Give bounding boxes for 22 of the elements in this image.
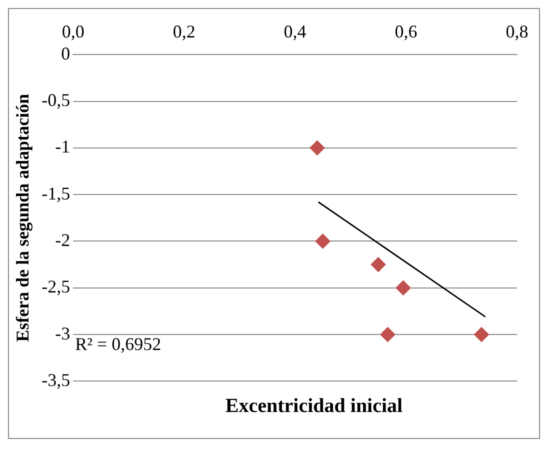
point [396,280,411,296]
x-tick-label: 0,4 [284,22,306,42]
y-tick-label: -0,5 [42,90,70,110]
point [315,234,330,249]
y-axis-title: Esfera de la segunda adaptación [12,94,32,342]
x-axis-title: Excentricidad inicial [224,395,404,418]
y-tick-label: -2,5 [42,276,70,297]
y-tick-label: -1,5 [42,183,70,204]
x-tick-label: 0,0 [62,22,84,42]
y-tick-label: -2 [55,230,70,250]
annotation: R² = 0,6952 [75,334,162,354]
y-tick-label: -3,5 [42,370,70,390]
point [380,327,396,342]
x-tick-label: 0,6 [394,22,418,42]
point [370,257,386,272]
y-tick-label: -3 [55,323,70,344]
point [310,140,325,156]
y-tick-label: 0 [61,43,70,64]
point [474,327,489,342]
y-tick-label: -1 [55,136,70,157]
x-tick-label: 0,8 [506,22,528,42]
x-tick-label: 0,2 [172,22,196,42]
